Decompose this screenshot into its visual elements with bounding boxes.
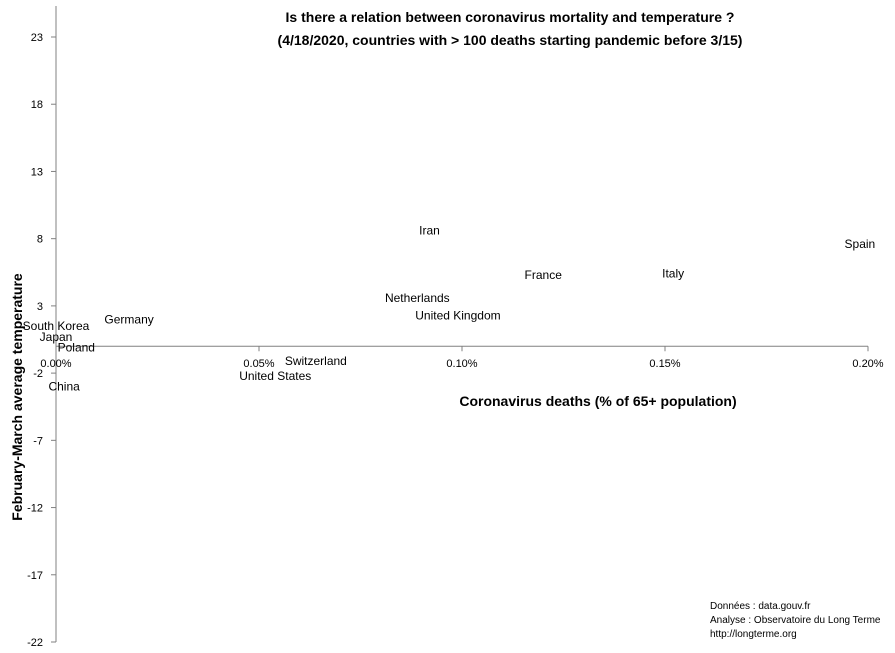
y-tick-label: -17 <box>27 570 43 582</box>
data-point-label: Germany <box>104 312 153 326</box>
data-point-label: Iran <box>419 224 440 238</box>
data-point-label: United Kingdom <box>415 308 500 322</box>
credits: Données : data.gouv.fr Analyse : Observa… <box>710 600 880 642</box>
data-point-label: Italy <box>662 267 684 281</box>
data-point-label: Poland <box>58 341 95 355</box>
chart-subtitle: (4/18/2020, countries with > 100 deaths … <box>278 32 743 48</box>
credits-analysis: Analyse : Observatoire du Long Terme <box>710 615 881 626</box>
data-point-label: Japan <box>40 330 73 344</box>
y-tick-label: -2 <box>33 368 43 380</box>
y-tick-label: 13 <box>31 166 43 178</box>
chart-title: Is there a relation between coronavirus … <box>286 9 735 25</box>
x-tick-label: 0.05% <box>243 358 274 370</box>
y-tick-label: -7 <box>33 435 43 447</box>
y-tick-label: -12 <box>27 503 43 515</box>
x-tick-label: 0.10% <box>446 358 477 370</box>
y-tick-label: 18 <box>31 99 43 111</box>
data-point-label: France <box>525 268 563 282</box>
credits-url: http://longterme.org <box>710 629 797 640</box>
y-tick-label: 23 <box>31 32 43 44</box>
y-tick-label: -22 <box>27 637 43 649</box>
axes <box>51 6 869 643</box>
credits-source: Données : data.gouv.fr <box>710 601 811 612</box>
data-point-label: Switzerland <box>285 354 347 368</box>
x-tick-label: 0.20% <box>852 358 883 370</box>
data-point-label: South Korea <box>23 319 90 333</box>
y-axis-title: February-March average temperature <box>9 273 25 521</box>
data-point-label: Spain <box>845 237 876 251</box>
y-tick-label: 8 <box>37 234 43 246</box>
data-point-label: Netherlands <box>385 291 450 305</box>
x-tick-label: 0.00% <box>40 358 71 370</box>
y-tick-label: 3 <box>37 301 43 313</box>
data-point-label: United States <box>239 369 311 383</box>
x-tick-label: 0.15% <box>649 358 680 370</box>
data-point-label: China <box>48 380 80 394</box>
tick-labels: 23 18 13 8 3 -2 -7 -12 -17 -22 0.00% 0.05% 0.10% 0.15… <box>27 32 884 649</box>
data-points: Spain Italy France Iran Netherlands United Ki… <box>23 224 876 394</box>
x-axis-title: Coronavirus deaths (% of 65+ population) <box>459 393 736 409</box>
